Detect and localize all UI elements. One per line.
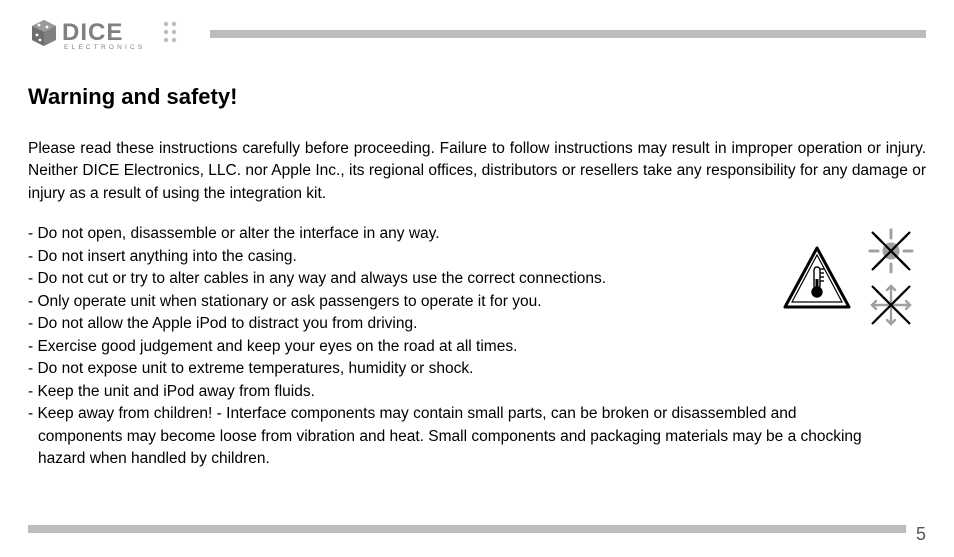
intro-paragraph: Please read these instructions carefully… (28, 138, 926, 205)
brand-logo: DICE ELECTRONICS (28, 16, 200, 52)
bullet-continuation: components may become loose from vibrati… (28, 426, 926, 448)
page-number: 5 (916, 524, 926, 545)
hot-sun-crossed-icon (868, 228, 914, 274)
cold-snowflake-crossed-icon (868, 282, 914, 328)
bullet-item: - Keep the unit and iPod away from fluid… (28, 381, 926, 403)
svg-text:DICE: DICE (62, 19, 123, 46)
dice-logo-icon: DICE ELECTRONICS (28, 16, 200, 52)
bullet-continuation: hazard when handled by children. (28, 448, 926, 470)
header: DICE ELECTRONICS (28, 16, 926, 52)
header-rule (210, 30, 926, 38)
footer-rule (28, 525, 906, 533)
svg-text:ELECTRONICS: ELECTRONICS (64, 44, 145, 51)
safety-icons (782, 228, 914, 328)
bullet-item: - Exercise good judgement and keep your … (28, 336, 926, 358)
bullet-item: - Keep away from children! - Interface c… (28, 403, 926, 425)
page: DICE ELECTRONICS Warning and safety! Ple… (0, 0, 954, 557)
page-title: Warning and safety! (28, 84, 926, 110)
warning-temperature-icon (782, 245, 852, 311)
bullet-item: - Do not expose unit to extreme temperat… (28, 358, 926, 380)
temp-condition-icons (868, 228, 914, 328)
